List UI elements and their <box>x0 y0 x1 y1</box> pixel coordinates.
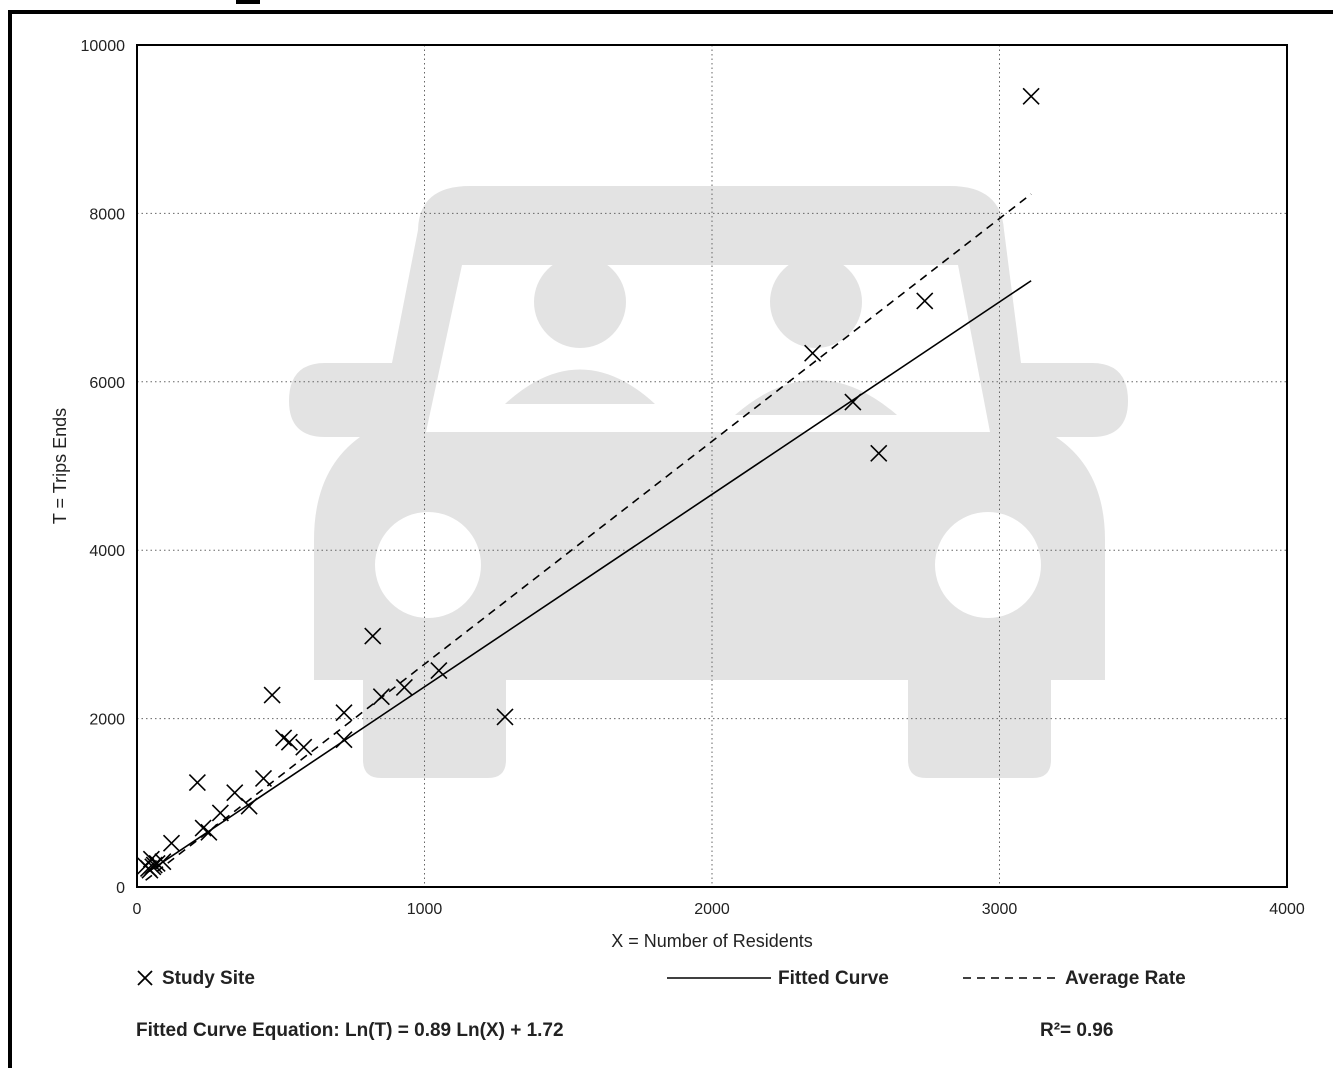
point-stroke <box>372 688 390 706</box>
point-stroke <box>226 784 244 802</box>
x-tick-label: 1000 <box>407 901 443 918</box>
study-site-point <box>496 708 514 726</box>
point-stroke <box>254 769 273 787</box>
point-stroke <box>263 686 281 704</box>
study-site-point <box>145 856 163 874</box>
point-stroke <box>916 292 934 310</box>
x-tick-label: 3000 <box>982 901 1018 918</box>
fitted-curve-equation: Fitted Curve Equation: Ln(T) = 0.89 Ln(X… <box>136 1020 564 1041</box>
r-squared-value: R²= 0.96 <box>1040 1020 1114 1041</box>
trend-lines <box>145 193 1032 881</box>
point-stroke <box>804 344 822 362</box>
passenger-body-left <box>505 369 655 404</box>
y-tick-label: 4000 <box>89 543 125 560</box>
y-tick-label: 2000 <box>89 712 125 729</box>
study-site-point <box>395 678 413 697</box>
study-site-point <box>275 729 293 747</box>
point-stroke <box>154 853 172 871</box>
legend-fitted-curve: Fitted Curve <box>778 968 889 989</box>
average-rate-line <box>145 193 1032 881</box>
study-site-point <box>211 804 229 822</box>
axis-ticks: 0 1000 2000 3000 4000 0 2000 4000 6000 8000 10000 <box>81 38 1305 918</box>
x-tick-label: 2000 <box>694 901 730 918</box>
study-site-point <box>280 733 298 751</box>
passenger-head-right <box>770 256 862 348</box>
point-stroke <box>870 444 888 462</box>
study-site-point <box>194 819 212 837</box>
study-site-point <box>430 662 448 680</box>
point-stroke <box>240 797 258 815</box>
study-site-point <box>804 344 822 362</box>
study-site-point <box>254 769 273 787</box>
y-axis-title: T = Trips Ends <box>50 408 70 524</box>
plot-area-border <box>136 44 1288 888</box>
legend-study-site: Study Site <box>162 968 255 989</box>
point-stroke <box>496 708 514 726</box>
study-site-point <box>162 834 181 852</box>
point-stroke <box>142 850 160 868</box>
point-stroke <box>295 738 313 756</box>
point-stroke <box>188 774 206 792</box>
study-site-point <box>844 393 862 411</box>
study-site-point <box>200 823 218 841</box>
study-site-point <box>335 704 353 722</box>
y-tick-label: 0 <box>116 880 125 897</box>
point-stroke <box>145 856 163 874</box>
fitted-curve-line <box>145 280 1032 875</box>
study-site-point <box>1022 87 1040 105</box>
point-stroke <box>200 823 218 841</box>
point-stroke <box>335 731 353 749</box>
x-tick-label: 4000 <box>1269 901 1305 918</box>
car-icon <box>289 186 1128 778</box>
point-stroke <box>194 819 212 837</box>
car-windshield <box>426 265 990 432</box>
y-tick-label: 6000 <box>89 375 125 392</box>
y-tick-label: 8000 <box>89 206 125 223</box>
study-site-point <box>916 292 934 310</box>
study-site-point <box>870 444 888 462</box>
point-stroke <box>1022 87 1040 105</box>
x-axis-title: X = Number of Residents <box>611 931 813 951</box>
point-stroke <box>211 804 229 822</box>
study-site-points <box>137 87 1040 879</box>
point-stroke <box>430 662 448 680</box>
headlight-right <box>935 512 1041 618</box>
page-frame <box>8 10 1333 1068</box>
average-rate-legend-line <box>963 977 1057 979</box>
study-site-point <box>188 774 206 792</box>
study-site-point <box>335 731 353 749</box>
study-site-point <box>263 686 281 704</box>
point-stroke <box>280 733 298 751</box>
headlight-left <box>375 512 481 618</box>
point-stroke <box>395 678 413 697</box>
study-site-point <box>148 854 166 872</box>
passenger-head-left <box>534 256 626 348</box>
point-stroke <box>335 704 353 722</box>
point-stroke <box>148 854 166 872</box>
point-stroke <box>364 627 382 645</box>
point-stroke <box>275 729 293 747</box>
fitted-curve-legend-line <box>667 977 771 979</box>
study-site-legend-marker <box>137 970 153 986</box>
study-site-point <box>226 784 244 802</box>
study-site-point <box>364 627 382 645</box>
header-fragment <box>236 0 260 4</box>
study-site-point <box>240 797 258 815</box>
grid-lines <box>137 45 1287 887</box>
study-site-point <box>295 738 313 756</box>
legend-average-rate: Average Rate <box>1065 968 1186 989</box>
study-site-point <box>372 688 390 706</box>
x-tick-label: 0 <box>133 901 142 918</box>
y-tick-label: 10000 <box>81 38 126 55</box>
point-stroke <box>844 393 862 411</box>
study-site-point <box>154 853 172 871</box>
point-stroke <box>162 834 181 852</box>
